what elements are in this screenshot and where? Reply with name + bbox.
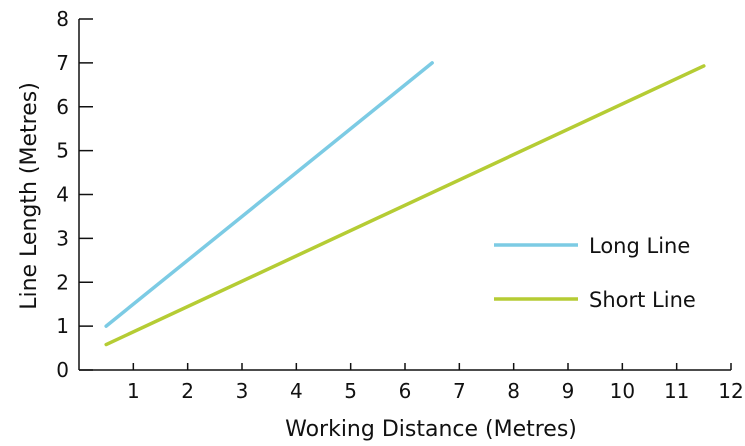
- series-line-long-line: [104, 61, 434, 328]
- legend-label-short-line: Short Line: [589, 288, 696, 312]
- x-tick-label: 8: [507, 379, 520, 403]
- x-tick-label: 5: [344, 379, 357, 403]
- x-tick-label: 1: [127, 379, 140, 403]
- y-tick-label: 7: [56, 51, 69, 75]
- series-lines: [104, 61, 706, 347]
- y-axis-title: Line Length (Metres): [17, 82, 42, 310]
- x-axis-ticks: 1 2 3 4 5 6 7 8 9 10 11 12: [127, 363, 744, 403]
- x-tick-label: 7: [453, 379, 466, 403]
- x-tick-label: 12: [718, 379, 743, 403]
- y-tick-label: 1: [56, 314, 69, 338]
- x-tick-label: 2: [181, 379, 194, 403]
- y-tick-label: 8: [56, 7, 69, 31]
- y-axis-ticks: 0 1 2 3 4 5 6 7 8: [56, 7, 93, 382]
- y-tick-label: 2: [56, 270, 69, 294]
- x-axis-title: Working Distance (Metres): [285, 417, 577, 442]
- x-tick-label: 6: [399, 379, 412, 403]
- y-tick-label: 3: [56, 226, 69, 250]
- legend-label-long-line: Long Line: [589, 234, 690, 258]
- y-tick-label: 4: [56, 183, 69, 207]
- y-tick-label: 5: [56, 139, 69, 163]
- x-tick-label: 11: [664, 379, 689, 403]
- y-tick-label: 6: [56, 95, 69, 119]
- series-line-short-line: [104, 64, 706, 347]
- x-tick-label: 3: [236, 379, 249, 403]
- x-tick-label: 10: [610, 379, 635, 403]
- x-tick-label: 9: [562, 379, 575, 403]
- x-tick-label: 4: [290, 379, 303, 403]
- y-tick-label: 0: [56, 358, 69, 382]
- legend: Long Line Short Line: [494, 234, 696, 312]
